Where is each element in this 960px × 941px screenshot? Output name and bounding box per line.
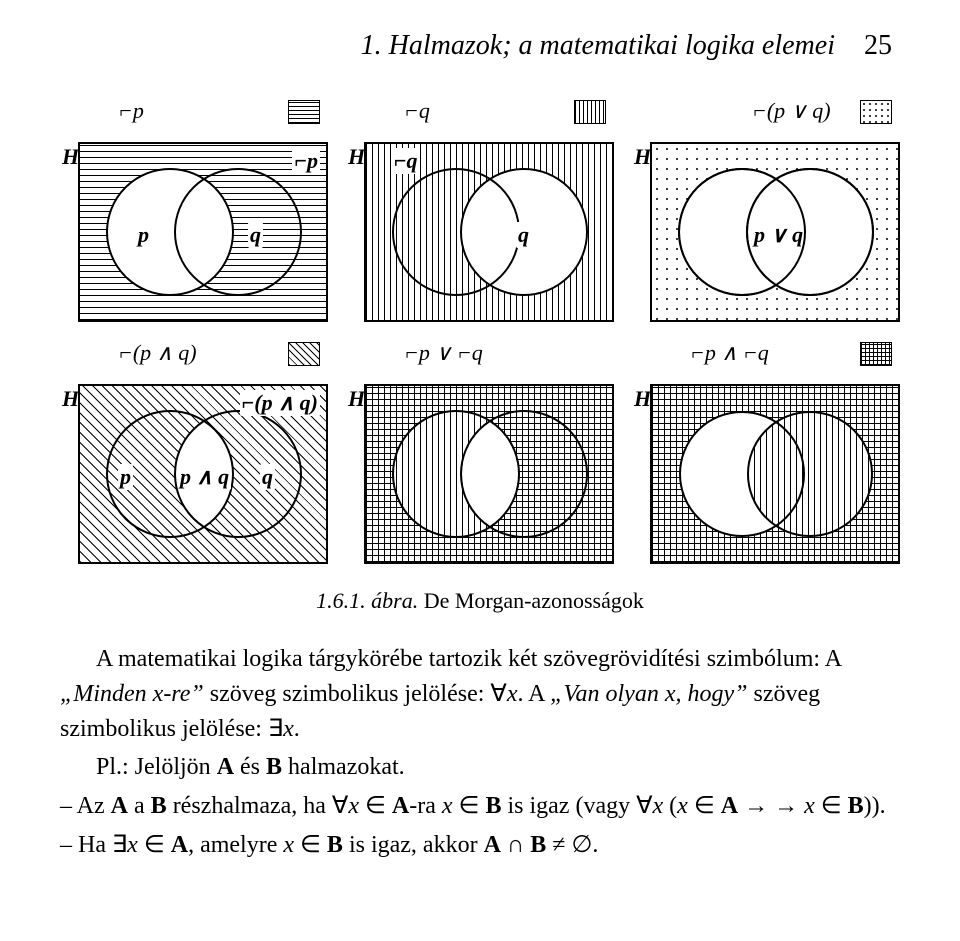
cell-not-p: ⌐p H p q ⌐p	[60, 98, 328, 322]
swatch-grid	[860, 342, 892, 366]
expr-not-q: ⌐q	[404, 98, 430, 124]
page-number: 25	[864, 30, 892, 61]
venn-not-p: p q ⌐p	[78, 142, 328, 322]
cell-not-p-or-q: ⌐(p ∨ q) H p ∨ q	[632, 98, 900, 322]
chapter-title: 1. Halmazok; a matematikai logika elemei	[361, 30, 835, 61]
universe-label: H	[348, 144, 365, 170]
paragraph-1: A matematikai logika tárgykörébe tartozi…	[60, 642, 900, 746]
venn-notp-or-notq	[364, 384, 614, 564]
universe-label: H	[348, 386, 365, 412]
venn-not-p-or-q: p ∨ q	[650, 142, 900, 322]
cell-notp-and-notq: ⌐p ∧ ⌐q H	[632, 340, 900, 564]
diagram-row-2: ⌐(p ∧ q) H p p ∧ q q ⌐(p ∧ q)	[60, 340, 900, 564]
corner-label: ⌐(p ∧ q)	[240, 390, 320, 416]
figure-text: De Morgan-azonosságok	[418, 588, 644, 613]
paragraph-4: – Ha ∃x ∈ A, amelyre x ∈ B is igaz, akko…	[60, 828, 900, 863]
paragraph-2: Pl.: Jelöljön A és B halmazokat.	[60, 750, 900, 785]
cell-notp-or-notq: ⌐p ∨ ⌐q H	[346, 340, 614, 564]
label-p: p	[118, 464, 133, 490]
swatch-diag	[288, 342, 320, 366]
label-p: p	[136, 222, 151, 248]
swatch-hlines	[288, 100, 320, 124]
expr-not-p-or-q: ⌐(p ∨ q)	[752, 98, 831, 124]
circle-q	[174, 168, 302, 296]
circle-p	[392, 168, 520, 296]
diagram-row-1: ⌐p H p q ⌐p ⌐q H q ⌐q	[60, 98, 900, 322]
venn-not-q: q ⌐q	[364, 142, 614, 322]
page-header: 1. Halmazok; a matematikai logika elemei…	[60, 30, 900, 62]
figure-caption: 1.6.1. ábra. De Morgan-azonosságok	[60, 588, 900, 614]
label-pvq: p ∨ q	[752, 222, 805, 248]
expr-notp-and-notq: ⌐p ∧ ⌐q	[690, 340, 769, 366]
figure-number: 1.6.1. ábra.	[316, 588, 418, 613]
expr-notp-or-notq: ⌐p ∨ ⌐q	[404, 340, 483, 366]
label-pandq: p ∧ q	[178, 464, 231, 490]
expr-not-p-and-q: ⌐(p ∧ q)	[118, 340, 197, 366]
circle-q	[460, 410, 588, 538]
corner-label: ⌐p	[292, 148, 320, 174]
label-q: q	[260, 464, 275, 490]
universe-label: H	[634, 386, 651, 412]
venn-notp-and-notq	[650, 384, 900, 564]
corner-label: ⌐q	[392, 148, 420, 174]
swatch-dots	[860, 100, 892, 124]
paragraph-3: – Az A a B részhalmaza, ha ∀x ∈ A-ra x ∈…	[60, 789, 900, 824]
cell-not-q: ⌐q H q ⌐q	[346, 98, 614, 322]
body-text: A matematikai logika tárgykörébe tartozi…	[60, 642, 900, 863]
universe-label: H	[634, 144, 651, 170]
expr-not-p: ⌐p	[118, 98, 144, 124]
venn-not-p-and-q: p p ∧ q q ⌐(p ∧ q)	[78, 384, 328, 564]
svg-fill	[652, 386, 898, 562]
label-q: q	[516, 222, 531, 248]
swatch-vlines	[574, 100, 606, 124]
universe-label: H	[62, 386, 79, 412]
label-q: q	[248, 222, 263, 248]
page: 1. Halmazok; a matematikai logika elemei…	[0, 0, 960, 907]
universe-label: H	[62, 144, 79, 170]
cell-not-p-and-q: ⌐(p ∧ q) H p p ∧ q q ⌐(p ∧ q)	[60, 340, 328, 564]
